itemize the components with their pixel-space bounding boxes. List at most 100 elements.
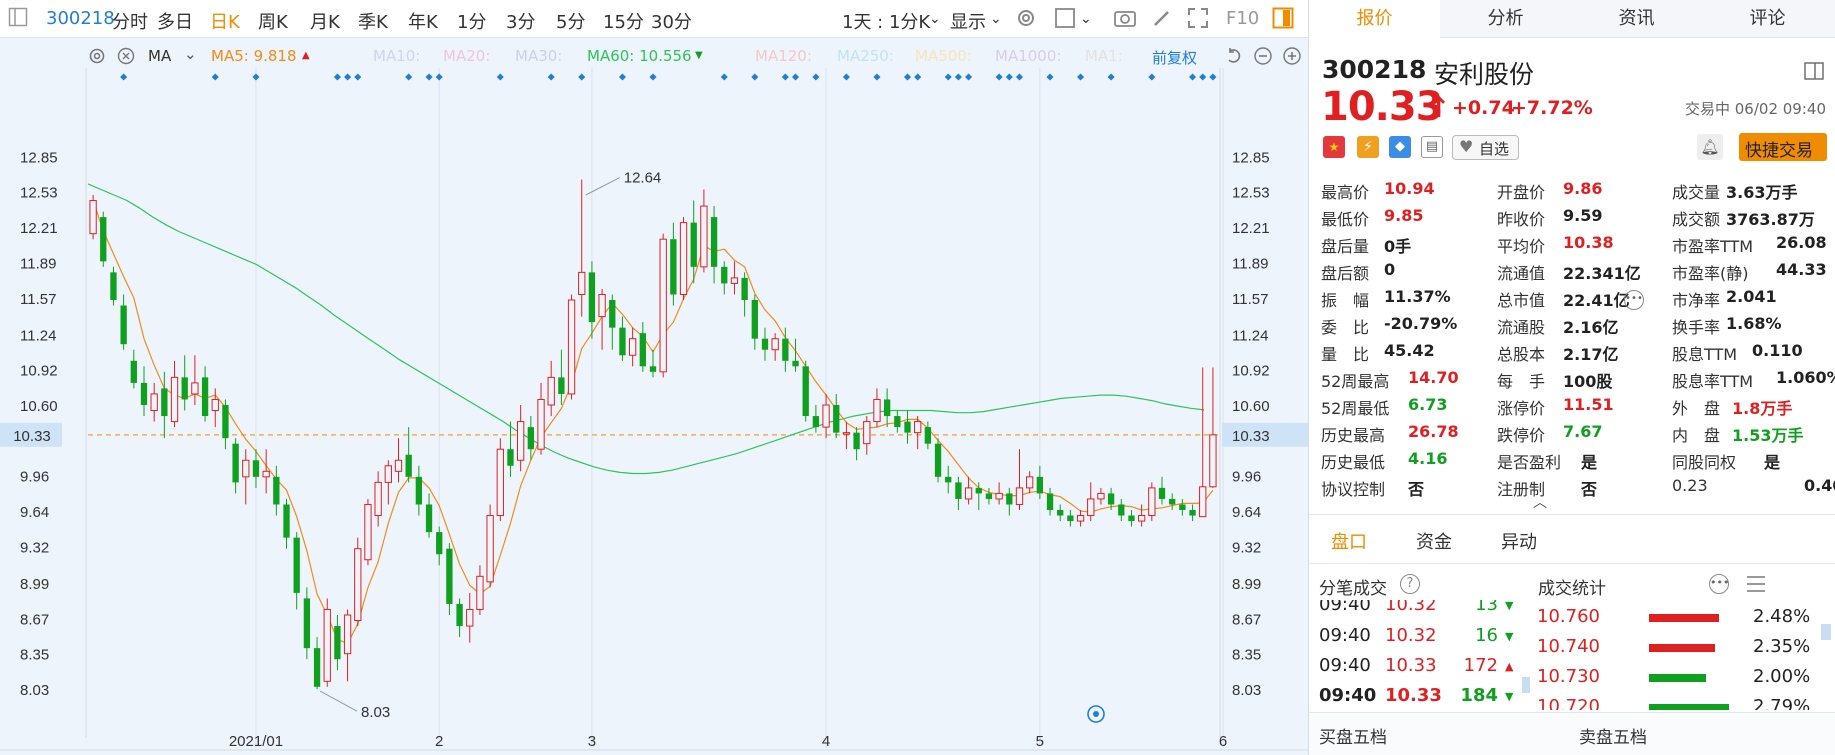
add-to-watchlist-button[interactable]: ♥ 自选 [1452, 135, 1519, 160]
price-tag-right [1222, 422, 1308, 447]
kline-chart[interactable]: 12.85 12.85 12.53 12.53 12.21 12.21 11.89 11.89… [0, 38, 1308, 755]
period-tab-7[interactable]: 1分 [457, 12, 487, 33]
collapse-chevron-icon[interactable]: ︿ [1533, 495, 1547, 511]
sidebar-toggle-icon[interactable] [8, 7, 30, 29]
stat-value: 0.110 [1752, 341, 1803, 360]
candle-body [945, 476, 952, 483]
candle-body [792, 360, 799, 367]
period-tab-6[interactable]: 年K [408, 12, 438, 33]
candle-body [201, 377, 209, 417]
tag-icon[interactable]: ◆ [1389, 136, 1411, 158]
stat-label: 委 比 [1321, 318, 1370, 337]
up-arrow-icon: ↑ [1427, 91, 1451, 124]
stat-value: 3763.87万 [1726, 210, 1815, 229]
up-triangle-icon: ▲ [1505, 660, 1514, 673]
fullscreen-icon[interactable] [1187, 7, 1209, 29]
candle-body [140, 382, 148, 405]
y-tick-label-right: 9.96 [1232, 469, 1261, 486]
stat-value: 4.16 [1408, 449, 1448, 468]
help-icon[interactable]: ? [1400, 574, 1420, 594]
x-tick-label: 6 [1219, 733, 1227, 750]
stat-value: 9.86 [1563, 179, 1603, 198]
candle-body [741, 277, 748, 300]
camera-icon[interactable] [1113, 7, 1136, 29]
stock-code-tab[interactable]: 300218 [46, 8, 115, 29]
lightning-icon[interactable]: ⚡ [1357, 136, 1379, 158]
tab-analysis[interactable]: 分析 [1487, 8, 1524, 29]
candle-body [1179, 504, 1186, 510]
ma-indicator-selector[interactable]: MA [148, 47, 172, 65]
period-tab-8[interactable]: 3分 [506, 12, 536, 33]
candle-body [496, 448, 504, 517]
y-tick-label-left: 12.21 [20, 220, 58, 237]
event-marker [405, 73, 413, 81]
price-change-pct: +7.72% [1511, 97, 1593, 119]
period-tab-1[interactable]: 多日 [157, 12, 193, 33]
tab-comments[interactable]: 评论 [1749, 8, 1786, 29]
tab-orderbook[interactable]: 盘口 [1331, 532, 1367, 553]
period-tab-11[interactable]: 30分 [651, 12, 692, 33]
adjust-price-button[interactable]: 前复权 [1152, 49, 1198, 67]
period-tab-3[interactable]: 周K [258, 12, 288, 33]
quick-trade-button[interactable]: 快捷交易 [1739, 133, 1827, 161]
period-tab-9[interactable]: 5分 [556, 12, 586, 33]
scroll-indicator[interactable] [1522, 677, 1530, 693]
scroll-indicator[interactable] [1821, 624, 1831, 640]
x-tick-label: 2 [435, 733, 443, 750]
tick-trades-title: 分笔成交 [1319, 579, 1387, 599]
down-triangle-icon: ▼ [1505, 690, 1514, 703]
bell-icon[interactable]: 🔔︎ [1697, 134, 1723, 160]
candle-body [863, 421, 871, 445]
layout-square-icon[interactable] [1054, 7, 1076, 29]
close-icon[interactable] [117, 47, 135, 69]
period-tab-10[interactable]: 15分 [603, 12, 644, 33]
candle-body [364, 503, 372, 561]
stat-label: 市盈率TTM [1672, 237, 1754, 256]
more-options-icon[interactable]: ••• [1709, 574, 1729, 594]
panel-toggle-icon[interactable] [1272, 7, 1294, 29]
event-marker [954, 73, 962, 81]
event-marker [1005, 73, 1013, 81]
tab-news[interactable]: 资讯 [1618, 8, 1655, 29]
candle-body [721, 266, 728, 284]
y-tick-label-right: 11.57 [1232, 291, 1268, 308]
panel-layout-icon[interactable] [1804, 62, 1824, 84]
interval-selector[interactable]: 1天 : 1分K [842, 12, 931, 33]
pencil-draw-icon[interactable] [1151, 7, 1173, 29]
tab-quote[interactable]: 报价 [1309, 0, 1440, 38]
zoom-out-icon[interactable] [1253, 46, 1273, 70]
f10-button[interactable]: F10 [1226, 8, 1260, 29]
candle-body [700, 205, 708, 268]
settings-gear-icon[interactable] [1015, 7, 1037, 29]
period-tab-5[interactable]: 季K [358, 12, 388, 33]
y-tick-label-left: 10.60 [20, 398, 58, 415]
undo-icon[interactable] [1224, 46, 1244, 70]
candle-body [222, 405, 229, 439]
candle-body [1107, 493, 1115, 505]
stat-label: 流通值 [1497, 264, 1546, 283]
candle-body [659, 238, 667, 373]
tick-volume: 172 [1463, 655, 1498, 676]
event-marker [425, 73, 433, 81]
candle-body [517, 421, 525, 461]
period-tab-0[interactable]: 分时 [112, 12, 148, 33]
bookmark-icon[interactable]: ▤ [1421, 136, 1443, 158]
settings-gear-icon[interactable] [88, 47, 106, 69]
tab-fund[interactable]: 资金 [1416, 532, 1452, 553]
candle-body [374, 481, 382, 517]
candle-body [547, 376, 555, 406]
list-menu-icon[interactable] [1745, 574, 1767, 598]
tab-alerts[interactable]: 异动 [1501, 532, 1537, 553]
kline-chart-area[interactable]: 12.85 12.85 12.53 12.53 12.21 12.21 11.89 11.89… [0, 38, 1308, 755]
event-marker [578, 73, 586, 81]
zoom-in-icon[interactable] [1282, 46, 1302, 70]
more-options-icon[interactable]: ••• [1624, 290, 1644, 310]
period-tab-2[interactable]: 日K [210, 12, 240, 33]
period-tab-4[interactable]: 月K [310, 12, 340, 33]
display-menu[interactable]: 显示 [950, 12, 986, 33]
candle-body [1209, 434, 1217, 488]
stat-label: 成交额 [1672, 210, 1721, 229]
ma20-label: MA20: [443, 47, 491, 65]
candle-body [100, 217, 107, 262]
